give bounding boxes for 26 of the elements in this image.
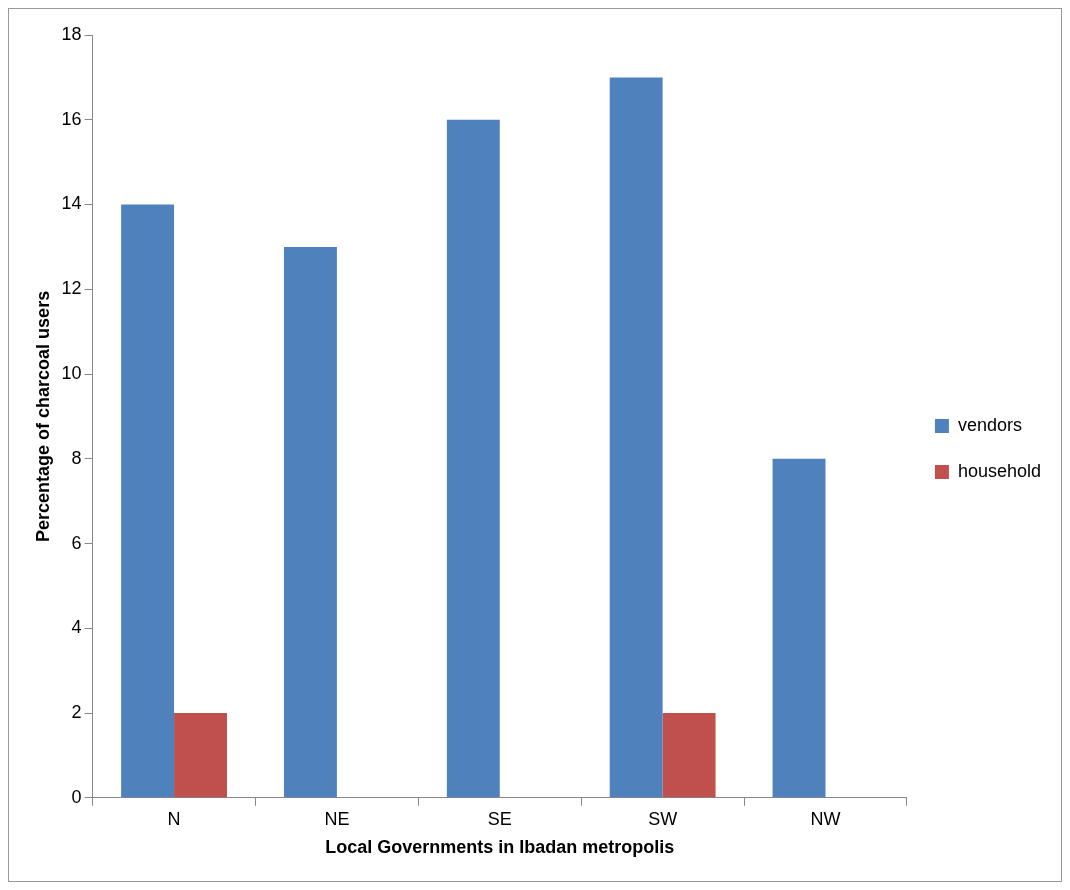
x-tick-label: NE: [324, 808, 350, 829]
y-axis-title: Percentage of charcoal users: [32, 290, 53, 542]
x-tick-label: N: [167, 808, 181, 829]
y-tick-label: 0: [71, 786, 82, 807]
y-tick-label: 14: [61, 193, 82, 214]
y-tick-label: 4: [71, 617, 82, 638]
x-tick-label: SE: [487, 808, 512, 829]
y-tick-label: 8: [71, 447, 82, 468]
bar: [609, 77, 663, 798]
y-tick-label: 16: [61, 108, 82, 129]
legend-label: vendors: [957, 414, 1022, 435]
bar: [121, 204, 175, 798]
bar: [174, 713, 227, 798]
x-tick-label: SW: [648, 808, 678, 829]
bar: [772, 458, 826, 798]
y-tick-label: 10: [61, 362, 82, 383]
x-tick-label: NW: [810, 808, 841, 829]
y-tick-label: 2: [71, 702, 82, 723]
bar: [283, 246, 337, 798]
y-tick-label: 6: [71, 532, 82, 553]
y-tick-label: 18: [61, 23, 82, 44]
y-tick-label: 12: [61, 278, 82, 299]
bar: [662, 713, 716, 798]
legend-label: household: [957, 460, 1041, 481]
x-axis-title: Local Governments in Ibadan metropolis: [325, 837, 675, 858]
bar: [446, 119, 500, 798]
